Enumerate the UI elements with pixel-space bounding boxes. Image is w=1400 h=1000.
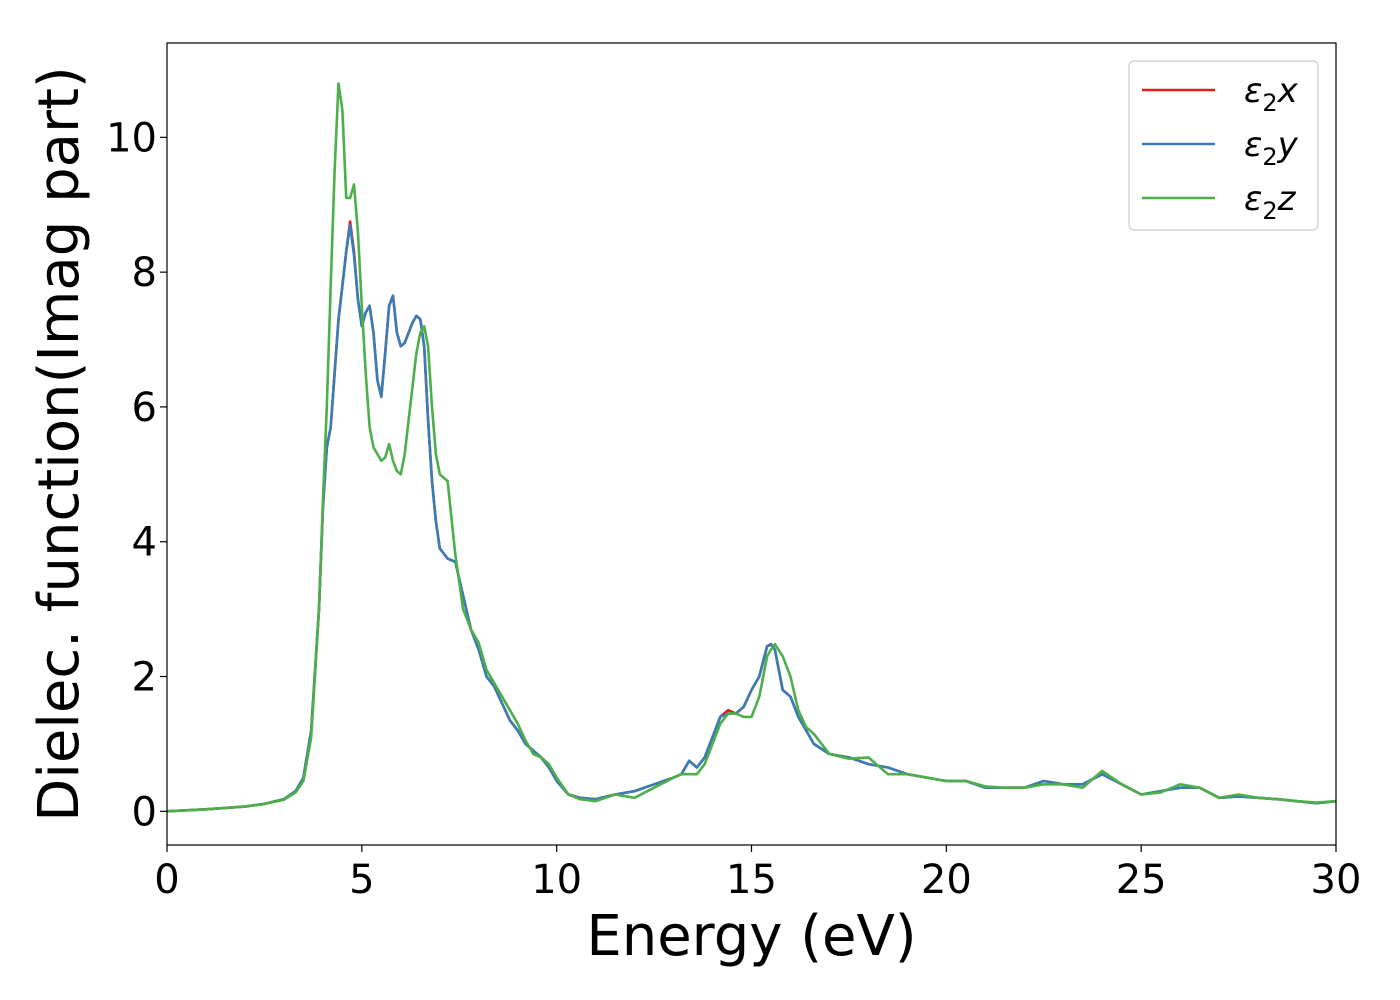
series-layer	[166, 82, 1337, 813]
series-line-z	[166, 82, 1337, 813]
y-tick-label: 6	[132, 385, 157, 431]
y-tick-label: 2	[132, 655, 157, 701]
y-tick-label: 0	[132, 789, 157, 835]
y-tick-label: 10	[106, 115, 157, 161]
legend-label-x: ε2x	[1244, 71, 1299, 117]
legend-box	[1128, 60, 1319, 231]
y-tick-label: 8	[132, 250, 157, 296]
legend-label-y: ε2y	[1244, 125, 1299, 171]
legend: ε2x ε2y ε2z	[1128, 60, 1319, 231]
x-axis: 0 5 10 15 20 25 30	[154, 845, 1361, 903]
x-tick-label: 30	[1311, 857, 1362, 903]
y-tick-label: 4	[132, 520, 157, 566]
x-tick-label: 5	[349, 857, 374, 903]
legend-label-z: ε2z	[1244, 179, 1297, 225]
x-axis-title: Energy (eV)	[586, 904, 916, 969]
y-axis: 0 2 4 6 8 10	[106, 115, 167, 835]
x-tick-label: 20	[921, 857, 972, 903]
x-tick-label: 0	[154, 857, 179, 903]
x-tick-label: 10	[531, 857, 582, 903]
x-tick-label: 15	[726, 857, 777, 903]
x-tick-label: 25	[1116, 857, 1167, 903]
y-axis-title: Dielec. function(Imag part)	[27, 66, 92, 822]
